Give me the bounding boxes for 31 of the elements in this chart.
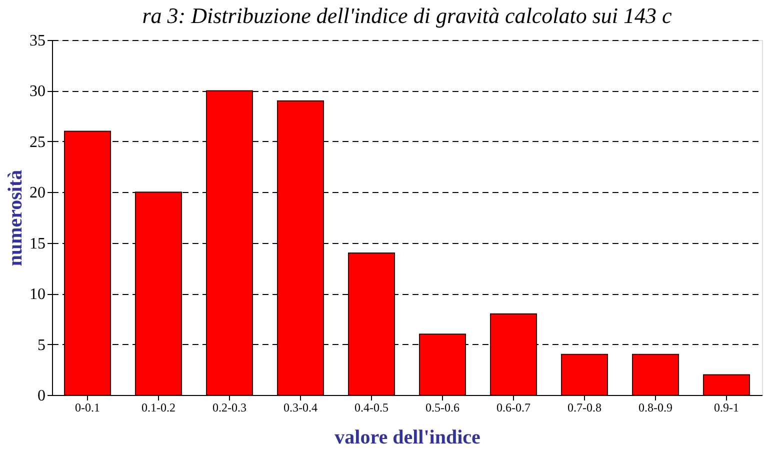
x-tick-label: 0.9-1 <box>714 400 739 414</box>
bar <box>561 354 608 396</box>
x-tick-label: 0.7-0.8 <box>568 400 602 414</box>
y-axis-title: numerosità <box>4 170 26 266</box>
bar <box>703 374 750 396</box>
x-tick-label: 0.2-0.3 <box>212 400 246 414</box>
x-tick-label: 0.8-0.9 <box>638 400 672 414</box>
bar <box>348 252 395 396</box>
x-tick-label: 0-0.1 <box>75 400 100 414</box>
y-tick-label: 20 <box>30 184 46 202</box>
chart-title: ra 3: Distribuzione dell'indice di gravità calcolato sui 143 c <box>142 3 672 28</box>
bar <box>632 354 679 396</box>
bar <box>277 100 324 396</box>
x-tick-label: 0.5-0.6 <box>426 400 460 414</box>
bar <box>64 130 111 396</box>
bar <box>419 334 466 396</box>
x-tick-label: 0.1-0.2 <box>142 400 176 414</box>
bar <box>206 90 253 396</box>
y-tick-label: 10 <box>30 286 46 304</box>
bar <box>135 192 182 396</box>
y-tick-label: 25 <box>30 134 46 151</box>
bar <box>490 313 537 396</box>
y-tick-label: 0 <box>38 388 46 404</box>
x-axis-title: valore dell'indice <box>334 426 480 448</box>
y-tick-label: 35 <box>30 32 46 50</box>
y-tick-label: 5 <box>38 336 46 354</box>
x-tick-label: 0.4-0.5 <box>354 400 388 414</box>
y-tick-label: 30 <box>30 83 46 100</box>
y-tick-label: 15 <box>30 235 46 252</box>
x-tick-label: 0.3-0.4 <box>284 400 318 414</box>
x-tick-label: 0.6-0.7 <box>496 400 530 414</box>
